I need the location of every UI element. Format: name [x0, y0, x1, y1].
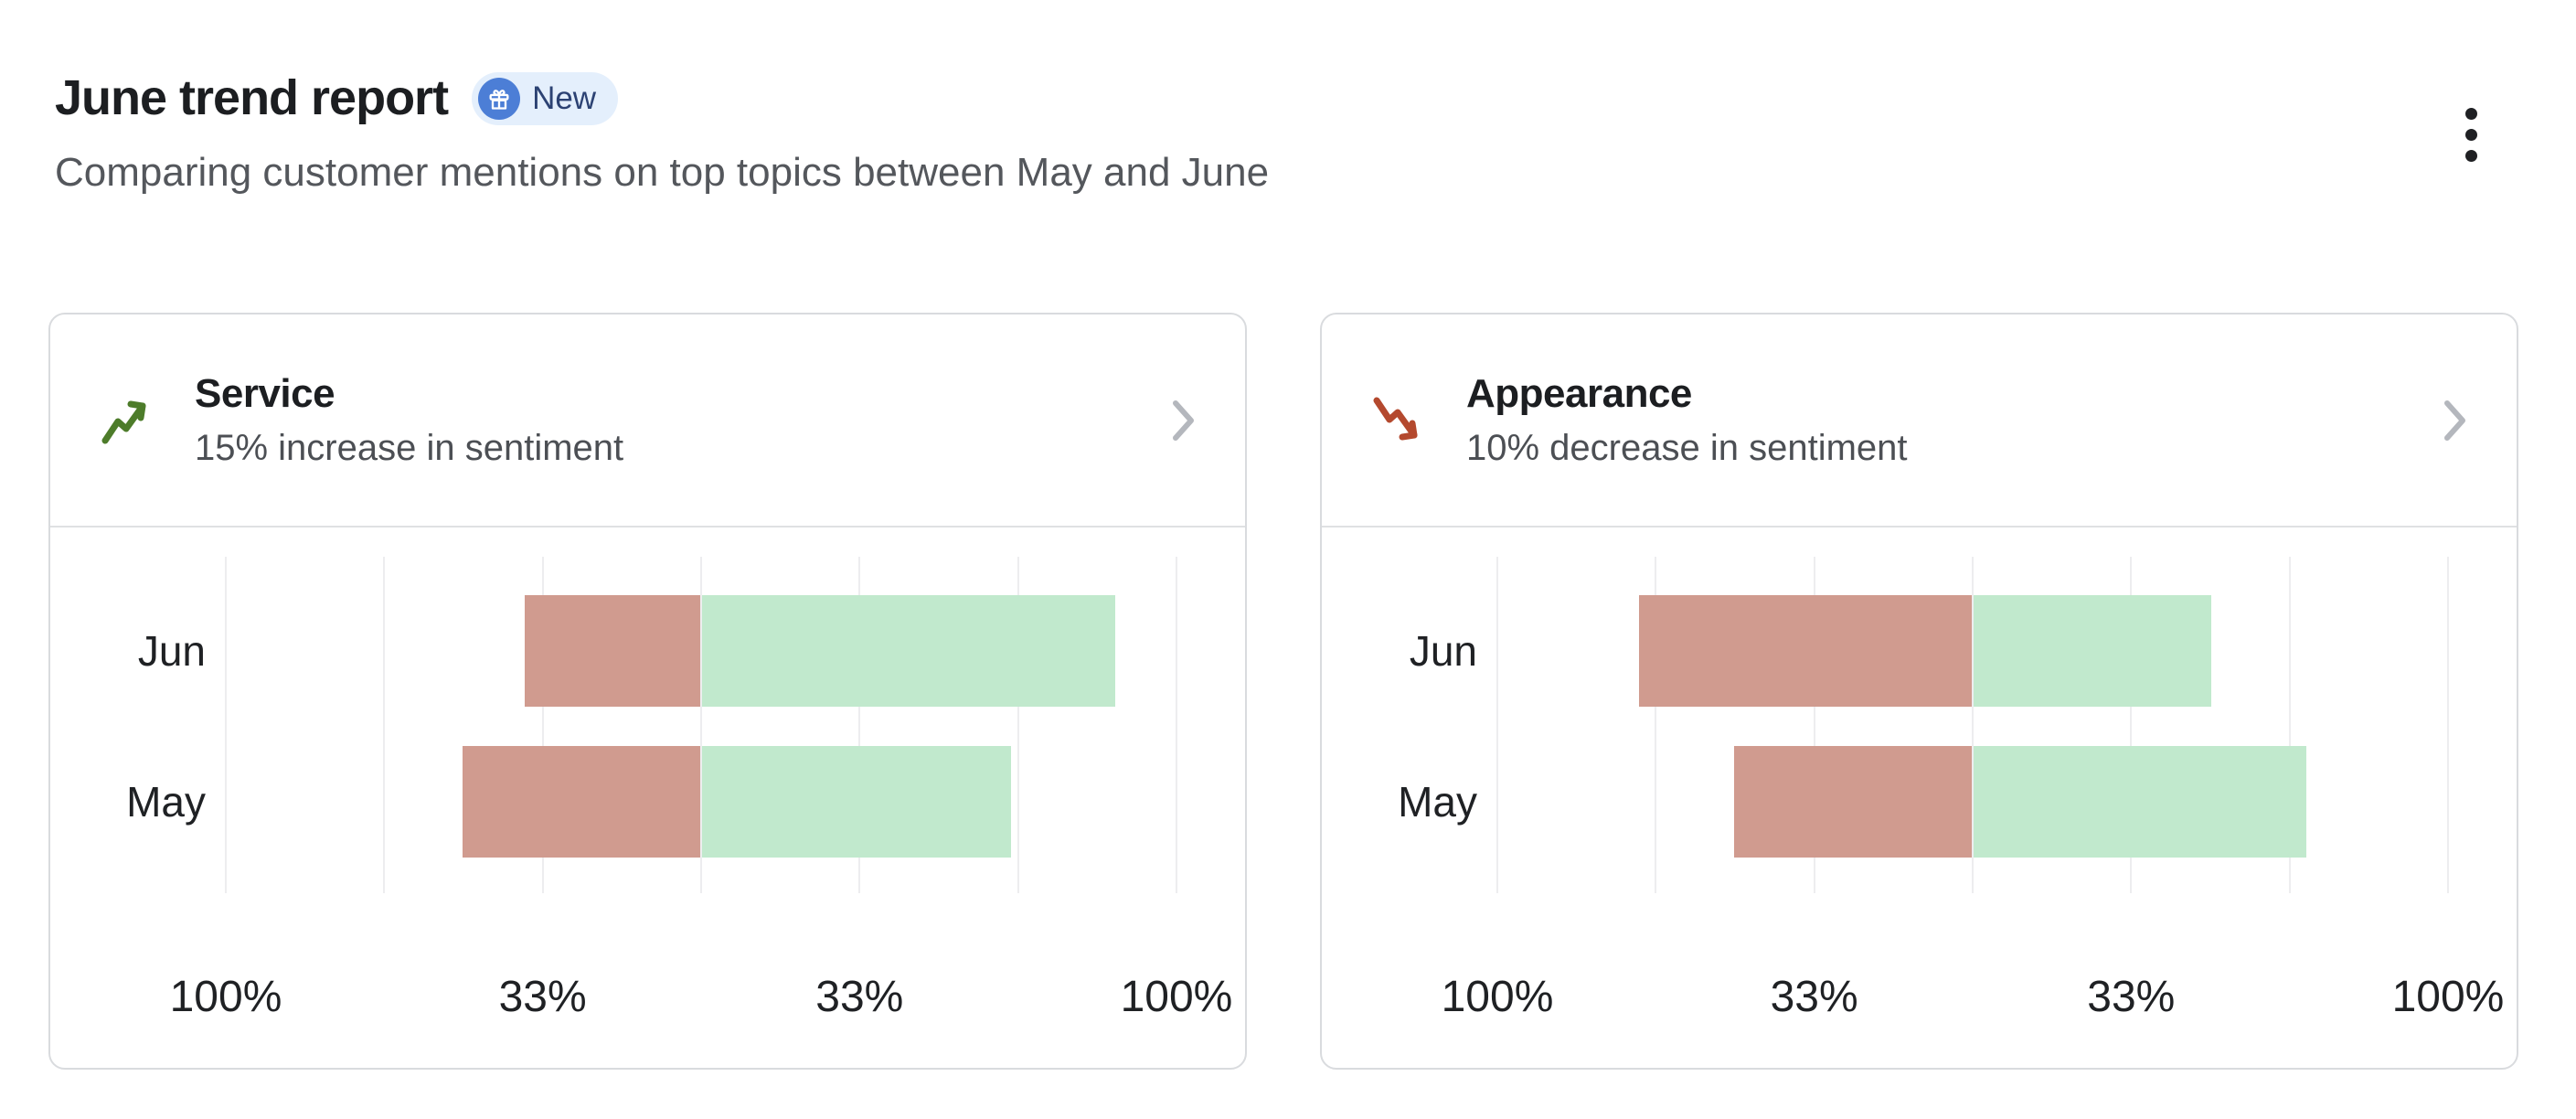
- positive-sentiment-bar: [1973, 746, 2306, 858]
- trend-down-icon: [1371, 394, 1424, 447]
- gridline: [858, 557, 861, 893]
- page-title: June trend report: [55, 70, 449, 125]
- y-axis-category-label: Jun: [1409, 627, 1477, 675]
- positive-sentiment-bar: [701, 595, 1116, 707]
- gridline: [383, 557, 386, 893]
- x-axis-tick-label: 100%: [1441, 973, 1554, 1021]
- card-title: Appearance: [1466, 370, 1692, 416]
- gridline: [2130, 557, 2133, 893]
- gridline: [1971, 557, 1974, 893]
- gift-icon: [478, 77, 521, 120]
- y-axis-category-label: Jun: [137, 627, 206, 675]
- sentiment-chart-appearance: 100% 33% 33% 100% Jun May: [1322, 528, 2517, 1068]
- kebab-menu-icon: [2464, 149, 2477, 162]
- x-axis-tick-label: 33%: [815, 973, 904, 1021]
- negative-sentiment-bar: [524, 595, 700, 707]
- x-axis-tick-label: 33%: [2087, 973, 2176, 1021]
- topic-card-service[interactable]: Service 15% increase in sentiment 100% 33…: [48, 313, 1247, 1070]
- gridline: [1655, 557, 1657, 893]
- new-badge: New: [472, 71, 619, 125]
- gridline: [225, 557, 227, 893]
- kebab-menu-icon: [2464, 107, 2477, 120]
- negative-sentiment-bar: [1638, 595, 1972, 707]
- positive-sentiment-bar: [1973, 595, 2211, 707]
- page-subtitle: Comparing customer mentions on top topic…: [55, 150, 1270, 195]
- card-header: Service 15% increase in sentiment: [50, 314, 1245, 528]
- new-badge-label: New: [532, 80, 597, 116]
- trend-up-icon: [100, 394, 153, 447]
- gridline: [1017, 557, 1019, 893]
- negative-sentiment-bar: [1733, 746, 1972, 858]
- gridline: [2288, 557, 2291, 893]
- topic-card-appearance[interactable]: Appearance 10% decrease in sentiment 100…: [1320, 313, 2518, 1070]
- card-titles: Service 15% increase in sentiment: [195, 370, 624, 469]
- x-axis-tick-label: 100%: [1120, 973, 1233, 1021]
- chevron-right-icon: [2443, 397, 2467, 444]
- x-axis-tick-label: 100%: [169, 973, 282, 1021]
- report-header: June trend report New Comparing customer…: [55, 71, 2521, 197]
- kebab-menu-icon: [2464, 128, 2477, 141]
- title-row: June trend report New: [55, 71, 2521, 125]
- card-titles: Appearance 10% decrease in sentiment: [1466, 370, 1908, 469]
- chevron-right-icon: [1172, 397, 1196, 444]
- y-axis-category-label: May: [126, 778, 206, 826]
- topic-cards-row: Service 15% increase in sentiment 100% 33…: [48, 313, 2518, 1070]
- gridline: [541, 557, 544, 893]
- card-title: Service: [195, 370, 335, 416]
- gridline: [1496, 557, 1498, 893]
- x-axis-tick-label: 33%: [1770, 973, 1858, 1021]
- more-actions-button[interactable]: [2437, 90, 2505, 179]
- x-axis-tick-label: 100%: [2391, 973, 2505, 1021]
- negative-sentiment-bar: [462, 746, 700, 858]
- card-header: Appearance 10% decrease in sentiment: [1322, 314, 2517, 528]
- positive-sentiment-bar: [701, 746, 1011, 858]
- gridline: [1813, 557, 1815, 893]
- gridline: [699, 557, 702, 893]
- y-axis-category-label: May: [1398, 778, 1477, 826]
- card-summary: 10% decrease in sentiment: [1466, 427, 1908, 468]
- gridline: [1175, 557, 1177, 893]
- gridline: [2446, 557, 2449, 893]
- card-summary: 15% increase in sentiment: [195, 427, 624, 468]
- sentiment-chart-service: 100% 33% 33% 100% Jun May: [50, 528, 1245, 1068]
- x-axis-tick-label: 33%: [498, 973, 587, 1021]
